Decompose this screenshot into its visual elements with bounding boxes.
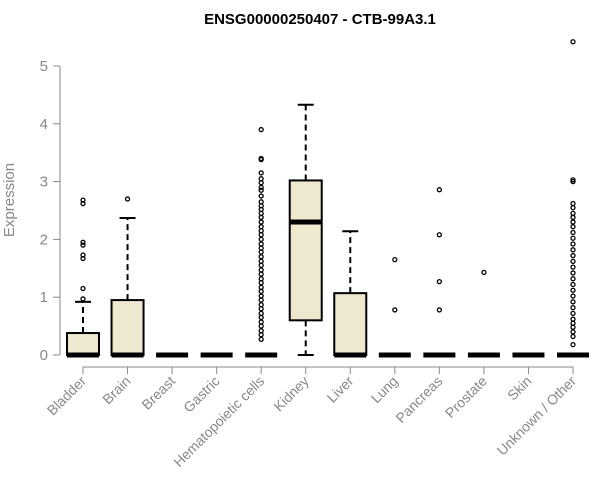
box-bladder: [66, 197, 100, 358]
x-tick-label: Breast: [138, 373, 178, 413]
box-iqr: [288, 179, 323, 322]
outlier-point: [258, 249, 264, 255]
outlier-point: [436, 232, 443, 238]
chart-title: ENSG00000250407 - CTB-99A3.1: [204, 11, 436, 28]
outlier-point: [258, 126, 264, 133]
outlier-point: [570, 304, 576, 311]
outlier-point: [570, 178, 576, 185]
outlier-point: [258, 314, 264, 321]
outlier-point: [570, 333, 576, 340]
outlier-point: [258, 336, 264, 343]
y-axis-label: Expression: [1, 163, 18, 237]
box-hematopoietic-cells: [245, 126, 278, 358]
box-lung: [378, 256, 411, 358]
outlier-point: [570, 264, 576, 270]
outlier-point: [80, 242, 86, 248]
outlier-point: [570, 214, 576, 221]
box-iqr: [333, 292, 368, 356]
outlier-point: [570, 310, 576, 317]
x-tick-label: Lung: [368, 373, 401, 406]
x-tick-label: Prostate: [442, 373, 490, 421]
outlier-point: [392, 256, 398, 263]
outlier-point: [80, 200, 86, 207]
x-tick-label: Liver: [324, 373, 357, 406]
outlier-point: [258, 254, 264, 260]
outlier-point: [258, 236, 264, 243]
outlier-point: [481, 269, 487, 275]
outlier-point: [258, 323, 264, 329]
outlier-point: [570, 258, 576, 265]
outlier-point: [570, 270, 576, 276]
outlier-point: [570, 281, 576, 288]
box-prostate: [467, 269, 500, 358]
x-tick-label: Skin: [504, 373, 535, 404]
y-axis: 0 1 2 3 4 5: [40, 58, 61, 364]
outlier-point: [258, 280, 264, 286]
outlier-point: [570, 219, 576, 225]
outlier-point: [258, 306, 264, 312]
y-tick-label: 3: [40, 174, 48, 191]
outlier-point: [570, 252, 576, 259]
box-iqr: [66, 332, 100, 357]
outlier-point: [570, 229, 576, 236]
outlier-point: [258, 262, 264, 269]
outlier-point: [258, 156, 264, 163]
outlier-point: [124, 196, 131, 202]
box-brain: [110, 196, 145, 358]
outlier-point: [570, 276, 576, 282]
outlier-point: [258, 332, 264, 338]
outlier-point: [258, 170, 264, 176]
outlier-point: [570, 299, 576, 305]
outlier-point: [570, 293, 576, 299]
x-tick-label: Brain: [99, 373, 133, 407]
outlier-point: [258, 297, 264, 303]
x-tick-label: Gastric: [180, 373, 223, 416]
y-tick-label: 5: [40, 58, 48, 75]
x-tick-label: Kidney: [270, 373, 312, 415]
outlier-point: [258, 271, 264, 277]
x-tick-label: Bladder: [44, 373, 90, 419]
outlier-point: [570, 324, 576, 330]
outlier-point: [436, 278, 443, 285]
outlier-point: [570, 224, 576, 230]
outlier-point: [258, 180, 264, 186]
x-tick-label: Unknown / Other: [494, 373, 580, 459]
outlier-point: [258, 214, 264, 221]
x-tick-label: Pancreas: [392, 373, 445, 426]
boxes: [66, 39, 589, 358]
y-tick-label: 2: [40, 231, 48, 248]
outlier-point: [570, 247, 576, 253]
box-liver: [333, 230, 368, 358]
outlier-point: [258, 232, 264, 238]
outlier-point: [258, 184, 264, 191]
outlier-point: [258, 288, 264, 295]
outlier-point: [570, 287, 576, 293]
outlier-point: [436, 307, 443, 313]
y-tick-label: 0: [40, 347, 48, 364]
outlier-point: [392, 307, 398, 313]
y-tick-label: 4: [40, 116, 48, 133]
outlier-point: [80, 255, 86, 262]
outlier-point: [570, 329, 576, 335]
outlier-point: [258, 193, 264, 199]
box-iqr: [110, 299, 145, 356]
outlier-point: [80, 239, 86, 245]
box-unknown-other: [557, 39, 589, 358]
outlier-point: [80, 285, 86, 292]
outlier-point: [258, 187, 264, 193]
y-tick-label: 1: [40, 289, 48, 306]
outlier-point: [436, 187, 443, 193]
outlier-point: [570, 241, 576, 247]
outlier-point: [570, 204, 576, 211]
outlier-point: [258, 219, 264, 225]
outlier-point: [80, 296, 86, 302]
outlier-point: [570, 235, 576, 241]
box-pancreas: [423, 187, 456, 358]
outlier-point: [570, 341, 576, 348]
outlier-point: [570, 39, 576, 45]
box-kidney: [288, 103, 323, 356]
